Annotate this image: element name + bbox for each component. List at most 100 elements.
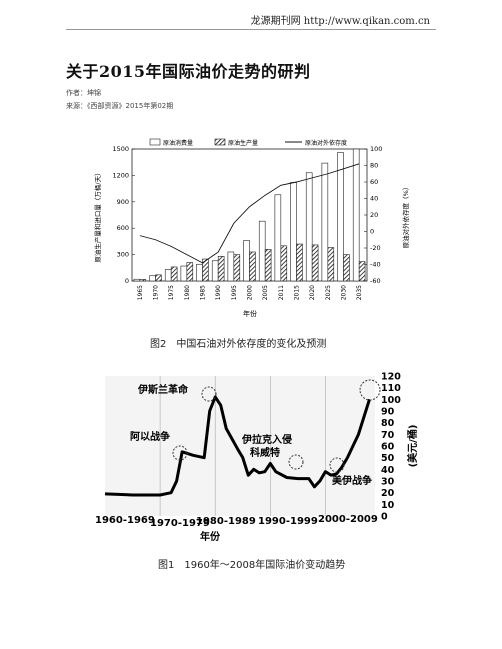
y-tick-label-20: 20	[381, 488, 395, 499]
x-tick-label-2005: 2005	[262, 285, 269, 300]
bar-consumption-2035	[352, 148, 360, 282]
y-tick-label-120: 120	[381, 372, 401, 383]
bar-production-1990	[217, 256, 225, 282]
y-tick-label-900: 900	[117, 198, 129, 206]
bar-production-2005	[264, 249, 272, 282]
bar-production-2025	[327, 247, 335, 282]
y-tick-label-1200: 1200	[112, 171, 129, 179]
legend-label-dependency: 原油对外依存度	[305, 139, 347, 147]
y-tick-label-110: 110	[381, 383, 401, 394]
x-tick-label-1975: 1975	[168, 285, 175, 300]
y-tick-label-1500: 1500	[112, 145, 129, 153]
x-label-1980-1989: 1980-1989	[196, 516, 256, 527]
x-axis-label: 年份	[200, 530, 221, 543]
y2-tick-label-0: 0	[370, 228, 374, 236]
series-line-dependency	[139, 163, 360, 264]
bar-production-2011	[280, 245, 288, 282]
y-tick-label-10: 10	[381, 500, 395, 511]
y-axis-label: (美元/桶)	[406, 425, 419, 468]
x-tick-label-2030: 2030	[341, 285, 348, 300]
bar-production-1970	[155, 274, 162, 282]
article-source: 来源：《西部资源》2015年第02期	[66, 102, 174, 110]
bar-production-2000	[249, 251, 256, 282]
y-tick-label-0: 0	[381, 512, 388, 523]
y2-axis-label: 原油对外依存度（%）	[401, 184, 410, 249]
annotation-revolution: 伊斯兰革命	[137, 383, 189, 396]
plot-area	[105, 376, 375, 516]
y-tick-label-70: 70	[381, 430, 395, 441]
y2-tick-label-80: 80	[370, 162, 378, 170]
y2-tick-label--20: -20	[370, 244, 381, 252]
site-header: 龙源期刊网 http://www.qikan.com.cn	[250, 16, 430, 27]
bar-consumption-1980	[180, 265, 188, 282]
x-tick-label-2035: 2035	[356, 285, 363, 300]
y-tick-label-40: 40	[381, 465, 395, 476]
bar-consumption-2011	[274, 194, 282, 282]
x-tick-label-1970: 1970	[153, 285, 160, 300]
bar-production-2015	[296, 243, 303, 282]
series-line-oil-price	[104, 395, 371, 497]
bar-consumption-1990	[211, 260, 219, 282]
bar-consumption-1970	[149, 275, 156, 282]
bar-production-1975	[170, 266, 178, 282]
y2-tick-label-40: 40	[370, 195, 378, 203]
annotation-marker-2008-peak	[359, 379, 381, 401]
x-tick-label-1995: 1995	[231, 285, 238, 300]
article-title: 关于2015年国际油价走势的研判	[66, 62, 311, 81]
annotation-iraq-kuwait-line2: 科威特	[250, 446, 280, 459]
bar-production-1985	[202, 258, 209, 282]
y2-tick-label-100: 100	[370, 145, 382, 153]
bar-consumption-2015	[290, 182, 297, 282]
bar-production-2035	[358, 261, 366, 282]
annotation-us-iraq: 美伊战争	[332, 474, 372, 487]
y2-tick-label-60: 60	[370, 178, 378, 186]
x-tick-label-2015: 2015	[294, 285, 301, 300]
legend-label-production: 原油生产量	[228, 139, 258, 147]
bar-consumption-2025	[321, 162, 329, 282]
annotation-arab-israeli: 阿以战争	[130, 430, 170, 443]
x-tick-label-2011: 2011	[278, 285, 285, 300]
legend-swatch-production	[214, 138, 226, 146]
bar-production-1995	[233, 254, 241, 282]
y-tick-label-0: 0	[125, 277, 129, 285]
figure2-chart: 1500 1200 900 600 300 0 100 80 60 40 20 0 -20 -40 -60…	[93, 138, 410, 318]
annotation-marker-iraq	[288, 454, 304, 470]
bar-production-2020	[311, 244, 319, 282]
y2-tick-label--60: -60	[370, 277, 381, 285]
legend-swatch-consumption	[149, 138, 161, 146]
bar-consumption-1975	[164, 269, 172, 282]
figure1-caption: 图1 1960年～2008年国际油价变动趋势	[158, 560, 346, 571]
bar-consumption-2020	[305, 172, 313, 282]
x-tick-label-1985: 1985	[200, 285, 207, 300]
y2-tick-label-20: 20	[370, 211, 378, 219]
header-divider	[66, 29, 436, 30]
annotation-marker-revolution	[201, 386, 217, 402]
y-axis-label: 原油生产量和进口量（万桶/天）	[93, 169, 102, 262]
y-tick-label-100: 100	[381, 395, 401, 406]
y2-tick-label--40: -40	[370, 261, 381, 269]
bar-consumption-1985	[196, 263, 203, 282]
bar-production-1980	[186, 262, 194, 282]
bar-consumption-2005	[258, 220, 266, 282]
x-tick-label-1965: 1965	[137, 285, 144, 300]
bar-production-1965	[139, 279, 147, 282]
x-label-1990-1999: 1990-1999	[258, 516, 318, 527]
bar-consumption-2030	[337, 152, 344, 282]
x-tick-label-2020: 2020	[309, 285, 316, 300]
article-author: 作者：坤锦	[66, 89, 101, 97]
x-tick-label-2025: 2025	[325, 285, 332, 300]
x-tick-label-1990: 1990	[215, 285, 222, 300]
y-tick-label-600: 600	[117, 224, 129, 232]
x-tick-label-1980: 1980	[184, 285, 191, 300]
annotation-marker-arab-israeli	[172, 445, 188, 461]
bar-consumption-1995	[227, 251, 235, 282]
figure2-caption: 图2 中国石油对外依存度的变化及预测	[150, 339, 327, 350]
x-tick-label-2000: 2000	[247, 285, 254, 300]
annotation-marker-us-iraq	[329, 457, 345, 473]
x-label-2000-2009: 2000-2009	[318, 514, 378, 525]
x-axis-label: 年份	[243, 309, 257, 318]
x-label-1970-1979: 1970-1979	[150, 518, 210, 529]
x-label-1960-1969: 1960-1969	[95, 515, 155, 526]
y-tick-label-50: 50	[381, 453, 395, 464]
